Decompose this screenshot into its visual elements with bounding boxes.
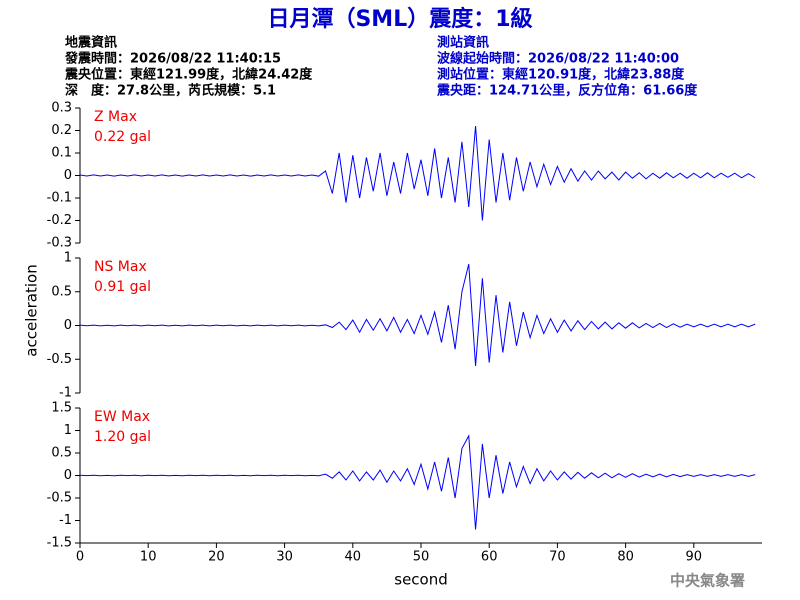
y-tick-label: 0.5 [51, 446, 72, 461]
y-tick-label: -0.2 [47, 213, 72, 228]
x-tick-label: 30 [276, 550, 293, 565]
x-tick-label: 50 [413, 550, 430, 565]
info-line: 震央位置：東經121.99度，北緯24.42度 [64, 67, 313, 83]
credit: 中央氣象署 [670, 572, 745, 590]
y-tick-label: 0.5 [51, 284, 72, 299]
y-tick-label: -1 [59, 386, 72, 401]
x-tick-label: 20 [208, 550, 225, 565]
annotation: 1.20 gal [94, 429, 151, 445]
annotation: 0.22 gal [94, 129, 151, 145]
info-line: 發震時間：2026/08/22 11:40:15 [64, 51, 281, 67]
x-tick-label: 70 [549, 550, 566, 565]
y-axis-label: acceleration [23, 264, 41, 356]
y-tick-label: 0.1 [51, 146, 72, 161]
waveform [79, 125, 756, 221]
y-tick-label: -1.5 [47, 536, 72, 551]
y-tick-label: 0.3 [51, 101, 72, 116]
annotation: 0.91 gal [94, 279, 151, 295]
x-tick-label: 90 [686, 550, 703, 565]
y-tick-label: -0.5 [47, 352, 72, 367]
info-line: 深 度：27.8公里，芮氏規模：5.1 [65, 83, 276, 99]
annotation: NS Max [94, 259, 147, 275]
y-tick-label: 0 [64, 168, 72, 183]
x-tick-label: 60 [481, 550, 498, 565]
y-tick-label: 1 [64, 251, 72, 266]
waveform [79, 263, 756, 367]
info-line: 震央距：124.71公里，反方位角：61.66度 [436, 83, 698, 99]
y-tick-label: 1.5 [51, 401, 72, 416]
x-axis-label: second [394, 571, 448, 589]
info-line: 測站資訊 [437, 35, 489, 51]
x-tick-label: 10 [140, 550, 157, 565]
annotation: Z Max [94, 109, 137, 125]
x-tick-label: 80 [617, 550, 634, 565]
y-tick-label: -0.3 [47, 236, 72, 251]
y-tick-label: -0.1 [47, 191, 72, 206]
y-tick-label: 0 [64, 468, 72, 483]
y-tick-label: 0 [64, 318, 72, 333]
y-tick-label: -1 [59, 513, 72, 528]
info-line: 地震資訊 [65, 35, 117, 51]
info-line: 測站位置：東經120.91度，北緯23.88度 [437, 67, 685, 83]
chart-title: 日月潭（SML）震度：1級 [267, 6, 532, 32]
waveform [79, 434, 756, 530]
y-tick-label: 0.2 [51, 123, 72, 138]
info-line: 波線起始時間：2026/08/22 11:40:00 [437, 51, 679, 67]
x-tick-label: 40 [345, 550, 362, 565]
x-tick-label: 0 [76, 550, 84, 565]
y-tick-label: 1 [64, 423, 72, 438]
annotation: EW Max [94, 409, 150, 425]
y-tick-label: -0.5 [47, 491, 72, 506]
